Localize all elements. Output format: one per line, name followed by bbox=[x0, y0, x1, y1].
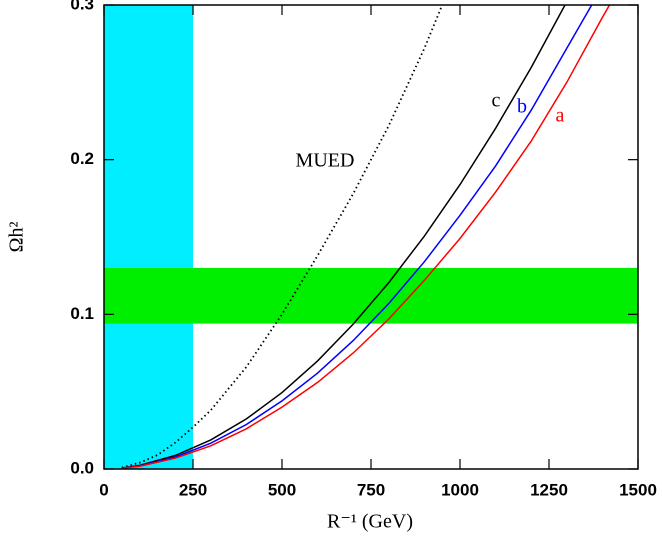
line bbox=[121, 4, 566, 469]
y-band bbox=[104, 267, 638, 324]
y-tick-label: 0.1 bbox=[70, 304, 94, 323]
x-tick-label: 500 bbox=[268, 480, 296, 499]
series-label: c bbox=[492, 90, 501, 112]
x-axis-label: R⁻¹ (GeV) bbox=[327, 511, 413, 533]
y-axis-label: Ωh² bbox=[6, 222, 28, 253]
x-tick-label: 1500 bbox=[619, 480, 657, 499]
y-tick-label: 0.2 bbox=[70, 149, 94, 168]
line bbox=[121, 4, 593, 469]
series-label: b bbox=[517, 96, 527, 118]
line bbox=[121, 4, 611, 469]
y-tick-label: 0.3 bbox=[70, 0, 94, 13]
x-tick-label: 750 bbox=[357, 480, 385, 499]
series-label: MUED bbox=[296, 150, 355, 172]
x-tick-label: 1250 bbox=[530, 480, 568, 499]
x-band bbox=[104, 5, 193, 469]
x-tick-label: 250 bbox=[179, 480, 207, 499]
x-tick-label: 0 bbox=[99, 480, 108, 499]
y-tick-label: 0.0 bbox=[70, 458, 94, 477]
series-label: a bbox=[556, 105, 565, 127]
x-tick-label: 1000 bbox=[441, 480, 479, 499]
